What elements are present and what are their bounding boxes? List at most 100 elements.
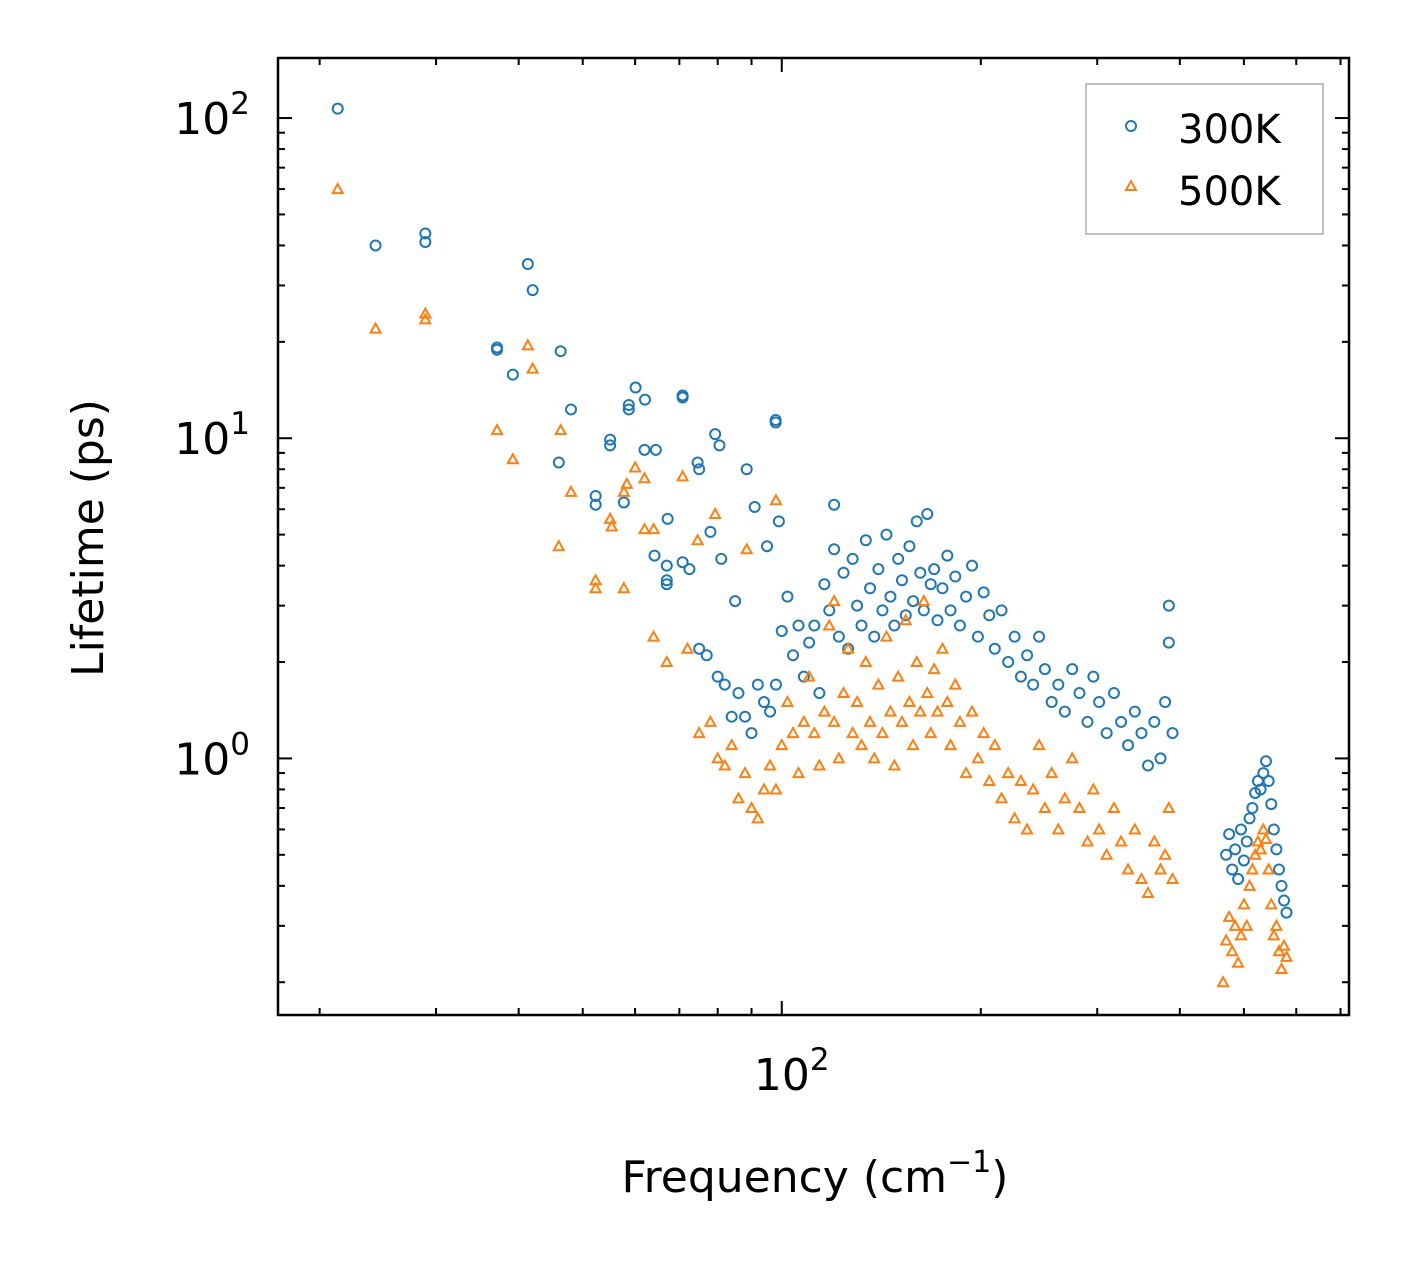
point-300k (936, 582, 949, 595)
point-300k (648, 549, 661, 562)
point-300k (1128, 705, 1141, 718)
point-500k (620, 476, 634, 489)
point-500k (552, 539, 566, 552)
point-300k (589, 490, 602, 503)
point-500k (604, 519, 619, 532)
point-500k (1114, 834, 1128, 847)
point-300k (638, 443, 651, 456)
point-500k (769, 493, 783, 506)
point-300k (715, 552, 728, 565)
point-500k (1261, 862, 1276, 875)
point-500k (994, 791, 1009, 804)
point-500k (368, 321, 383, 334)
point-500k (718, 758, 732, 771)
point-300k (899, 609, 912, 622)
point-300k (704, 525, 717, 538)
point-500k (812, 758, 827, 771)
point-300k (709, 428, 722, 441)
point-500k (1020, 822, 1034, 835)
point-500k (845, 726, 860, 739)
point-300k (941, 549, 954, 562)
point-300k (977, 586, 990, 599)
point-500k (910, 654, 924, 668)
point-500k (506, 452, 520, 465)
point-500k (875, 726, 890, 739)
point-300k (872, 563, 885, 576)
data-points (331, 102, 1294, 988)
point-500k (1092, 822, 1106, 835)
point-500k (1080, 834, 1095, 847)
point-300k (1135, 727, 1148, 740)
point-300k (660, 559, 673, 572)
point-500k (879, 629, 894, 642)
point-500k (913, 704, 927, 717)
point-300k (1270, 843, 1283, 856)
point-300k (660, 578, 673, 591)
point-300k (1148, 715, 1161, 728)
point-500k (1225, 944, 1239, 957)
point-300k (676, 391, 689, 404)
y-tick-label: 100 (174, 726, 250, 785)
point-300k (868, 630, 881, 643)
point-300k (1254, 783, 1267, 796)
point-500k (863, 714, 877, 727)
point-500k (1038, 800, 1052, 814)
point-300k (910, 515, 923, 528)
point-500k (1001, 766, 1015, 779)
point-300k (988, 642, 1001, 655)
point-300k (1081, 715, 1094, 728)
legend-marker-500k (1124, 178, 1138, 191)
point-500k (1259, 831, 1273, 845)
point-300k (1220, 848, 1233, 861)
point-300k (758, 696, 771, 709)
point-500k (1222, 909, 1236, 922)
point-300k (745, 727, 758, 740)
point-500k (1065, 751, 1079, 764)
point-300k (1162, 636, 1175, 649)
point-500k (841, 641, 855, 654)
point-500k (1219, 933, 1233, 946)
point-500k (1279, 949, 1294, 962)
point-500k (763, 758, 777, 771)
point-300k (638, 393, 651, 406)
point-500k (836, 686, 851, 699)
point-500k (883, 704, 898, 717)
legend: 300K 500K (1085, 83, 1324, 235)
point-300k (629, 381, 642, 394)
point-500k (906, 738, 920, 751)
point-300k (1259, 755, 1272, 768)
point-300k (855, 619, 868, 632)
point-500k (1234, 928, 1248, 941)
point-300k (331, 102, 344, 115)
point-500k (1228, 918, 1242, 931)
point-500k (895, 714, 909, 727)
point-300k (914, 566, 927, 579)
point-300k (888, 619, 901, 632)
point-500k (331, 182, 345, 195)
point-300k (828, 543, 841, 556)
point-300k (729, 595, 742, 608)
point-300k (565, 403, 578, 416)
point-500k (1277, 938, 1291, 951)
point-500k (982, 773, 996, 787)
point-300k (1223, 828, 1236, 841)
point-300k (837, 566, 850, 579)
point-500k (553, 423, 568, 436)
point-300k (1275, 879, 1288, 892)
point-300k (903, 540, 916, 553)
point-300k (1087, 670, 1100, 683)
point-300k (983, 609, 996, 622)
point-500k (1269, 918, 1284, 931)
point-300k (832, 630, 845, 643)
point-300k (921, 507, 934, 520)
point-500k (739, 542, 754, 555)
point-300k (521, 258, 534, 271)
point-500k (1256, 822, 1271, 835)
point-300k (419, 236, 432, 249)
point-500k (988, 738, 1002, 751)
point-300k (1154, 752, 1167, 765)
point-300k (769, 678, 782, 691)
point-500k (660, 654, 674, 668)
point-300k (604, 433, 617, 446)
